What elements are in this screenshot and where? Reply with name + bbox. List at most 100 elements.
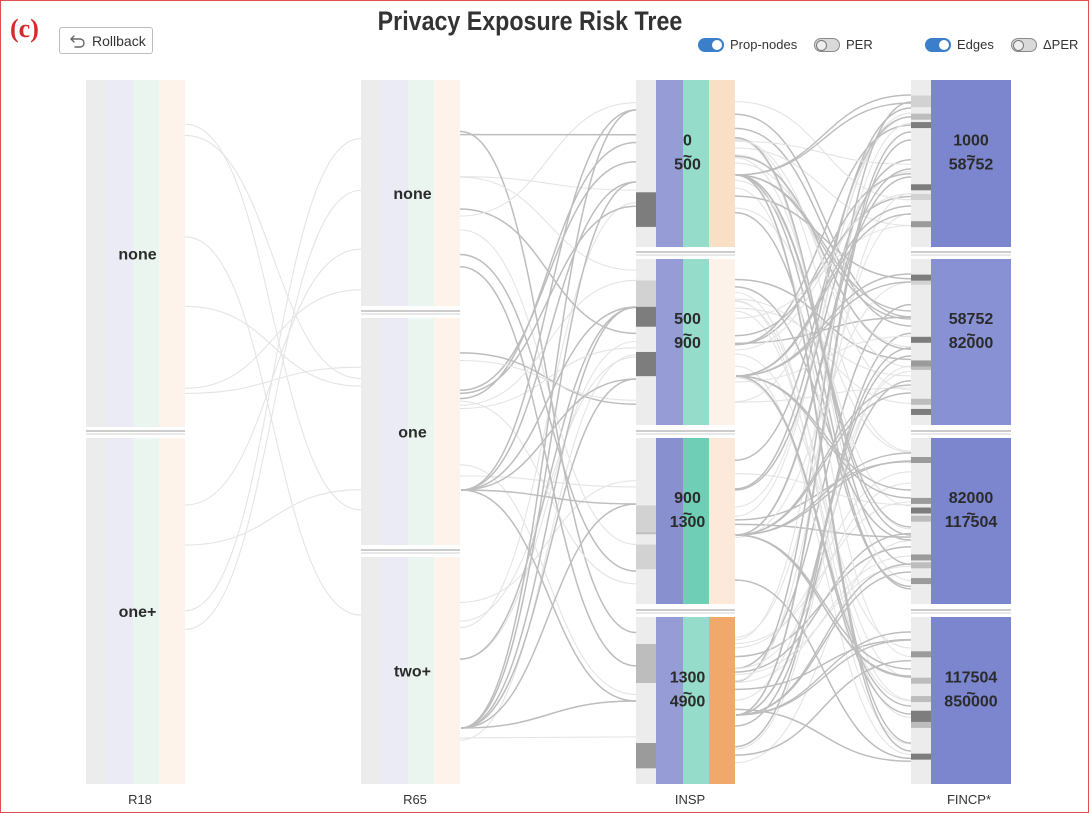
edge — [734, 116, 912, 462]
edge — [734, 501, 912, 645]
toggle-per[interactable]: PER — [814, 37, 873, 52]
node-bar — [656, 80, 683, 247]
per-stripe — [911, 696, 931, 703]
edge — [459, 265, 637, 667]
node-bar — [361, 80, 381, 306]
toggle-edges[interactable]: Edges — [925, 37, 994, 52]
node-bar — [683, 80, 709, 247]
node-bar — [361, 557, 381, 784]
edge — [734, 172, 912, 346]
edge — [459, 253, 637, 572]
node-r65-2[interactable]: two+ — [361, 557, 460, 784]
edge — [734, 460, 912, 521]
range-tilde: ~ — [966, 686, 975, 703]
edge — [459, 130, 637, 634]
edge — [459, 359, 637, 401]
node-label: one — [398, 425, 427, 442]
node-fincp-1[interactable]: 58752~82000 — [911, 259, 1011, 425]
edge — [735, 375, 912, 499]
nodes-layer: noneone+noneonetwo+0~500500~900900~13001… — [86, 80, 1011, 784]
edge — [734, 122, 912, 641]
range-tilde: ~ — [683, 506, 692, 523]
edge — [459, 176, 637, 271]
edge — [460, 700, 637, 729]
per-stripe — [911, 101, 931, 108]
per-stripe — [911, 113, 931, 120]
node-r18-0[interactable]: none — [86, 80, 185, 427]
per-stripe — [911, 753, 931, 760]
delta-per-switch[interactable] — [1011, 37, 1037, 52]
page-title: Privacy Exposure Risk Tree — [377, 6, 683, 36]
node-bar — [408, 318, 434, 545]
edge — [459, 340, 637, 660]
per-stripe — [911, 122, 931, 129]
node-insp-0[interactable]: 0~500 — [636, 80, 735, 247]
node-label: one+ — [119, 604, 157, 621]
per-label: PER — [846, 37, 873, 52]
node-insp-2[interactable]: 900~1300 — [636, 438, 735, 604]
edge — [184, 289, 362, 389]
node-fincp-2[interactable]: 82000~117504 — [911, 438, 1011, 604]
edge — [184, 137, 362, 612]
per-stripe — [911, 274, 931, 281]
edges-switch[interactable] — [925, 37, 951, 52]
node-bar — [931, 438, 1011, 604]
axis-label-fincp: FINCP* — [947, 792, 991, 807]
node-label-high: 850000 — [944, 694, 997, 711]
node-insp-3[interactable]: 1300~4900 — [636, 617, 735, 784]
edge — [184, 189, 362, 631]
rollback-button[interactable]: Rollback — [59, 27, 153, 54]
node-label-low: 1300 — [670, 670, 706, 687]
toggle-prop-nodes[interactable]: Prop-nodes — [698, 37, 797, 52]
node-bar — [408, 80, 434, 306]
edge — [734, 555, 912, 683]
edge — [459, 356, 637, 622]
edge — [735, 213, 912, 377]
range-tilde: ~ — [966, 506, 975, 523]
node-r65-1[interactable]: one — [361, 318, 460, 545]
edge — [459, 208, 637, 335]
undo-arrow-icon — [70, 34, 85, 48]
node-label-low: 58752 — [949, 311, 994, 328]
node-label: two+ — [394, 664, 431, 681]
node-r65-0[interactable]: none — [361, 80, 460, 306]
per-stripe — [911, 562, 931, 569]
node-bar — [656, 259, 683, 425]
node-fincp-3[interactable]: 117504~850000 — [911, 617, 1011, 784]
prop-nodes-switch[interactable] — [698, 37, 724, 52]
per-stripe — [911, 457, 931, 464]
node-insp-1[interactable]: 500~900 — [636, 259, 735, 425]
per-stripe — [911, 721, 931, 728]
edge — [184, 489, 362, 546]
edge — [459, 161, 637, 392]
prop-nodes-label: Prop-nodes — [730, 37, 798, 52]
edge — [735, 102, 912, 176]
per-stripe — [636, 505, 656, 533]
node-label-high: 58752 — [949, 157, 994, 174]
rollback-label: Rollback — [92, 32, 146, 49]
per-stripe — [911, 677, 931, 684]
edge — [184, 134, 362, 380]
edge — [734, 127, 912, 327]
axis-label-r18: R18 — [128, 792, 152, 807]
edge — [734, 179, 912, 507]
edge — [459, 400, 637, 585]
edge — [734, 579, 912, 760]
node-label-high: 4900 — [670, 694, 706, 711]
node-fincp-0[interactable]: 1000~58752 — [911, 80, 1011, 247]
per-stripe — [911, 651, 931, 658]
edge — [460, 306, 637, 729]
per-stripe — [636, 199, 656, 227]
per-switch[interactable] — [814, 37, 840, 52]
delta-per-label: ΔPER — [1043, 37, 1079, 52]
per-stripe — [911, 95, 931, 102]
node-r18-1[interactable]: one+ — [86, 438, 185, 784]
edges-layer — [184, 94, 912, 764]
node-label-low: 900 — [674, 490, 701, 507]
edge — [459, 347, 637, 410]
range-tilde: ~ — [683, 149, 692, 166]
edge — [734, 291, 912, 701]
edge — [460, 503, 637, 729]
toggle-delta-per[interactable]: ΔPER — [1011, 37, 1078, 52]
